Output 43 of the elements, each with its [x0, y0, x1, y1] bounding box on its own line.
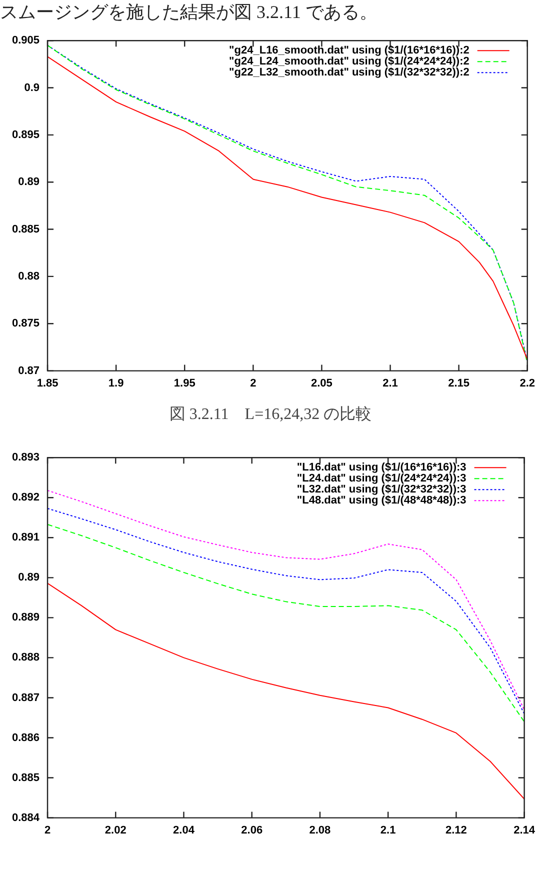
y-tick-label: 0.9 — [24, 82, 40, 94]
x-tick-label: 2.05 — [311, 377, 332, 390]
text: スムージングを施した結果が図 3.2.11 である。 — [0, 1, 378, 24]
y-tick-label: 0.895 — [12, 128, 40, 141]
y-tick-label: 0.893 — [12, 452, 40, 464]
legend-label: "g22_L32_smooth.dat" using ($1/(32*32*32)):2 — [229, 66, 470, 79]
y-tick-label: 0.875 — [12, 318, 40, 330]
legend-label: "L48.dat" using ($1/(48*48*48)):3 — [296, 494, 466, 507]
x-tick-label: 2.14 — [514, 824, 536, 836]
y-tick-label: 0.886 — [12, 732, 40, 744]
x-tick-label: 1.85 — [36, 377, 58, 390]
y-tick-label: 0.888 — [12, 652, 40, 664]
x-tick-label: 2.1 — [380, 824, 396, 836]
x-tick-label: 2.1 — [382, 377, 398, 390]
y-tick-label: 0.889 — [12, 612, 40, 624]
x-tick-label: 2.2 — [520, 377, 536, 390]
y-tick-label: 0.892 — [12, 492, 40, 504]
legend-label: "L24.dat" using ($1/(24*24*24)):3 — [296, 472, 466, 485]
x-tick-label: 2.06 — [241, 824, 263, 836]
y-tick-label: 0.885 — [12, 223, 40, 236]
y-tick-label: 0.89 — [18, 572, 40, 584]
x-tick-label: 2.15 — [448, 377, 470, 390]
caption: 図 3.2.11 L=16,24,32 の比較 — [168, 404, 373, 425]
x-tick-label: 2 — [250, 377, 256, 390]
x-tick-label: 2.02 — [104, 824, 126, 836]
y-tick-label: 0.905 — [12, 34, 40, 47]
y-tick-label: 0.887 — [12, 692, 40, 704]
x-tick-label: 2.04 — [173, 824, 196, 836]
x-tick-label: 2.12 — [445, 824, 467, 836]
y-tick-label: 0.884 — [12, 812, 40, 824]
y-tick-label: 0.885 — [12, 772, 40, 784]
y-tick-label: 0.891 — [12, 532, 40, 544]
x-tick-label: 2 — [44, 824, 51, 836]
x-tick-label: 1.9 — [108, 377, 124, 390]
x-tick-label: 1.95 — [174, 377, 196, 390]
y-tick-label: 0.89 — [18, 176, 40, 188]
x-tick-label: 2.08 — [309, 824, 331, 836]
legend-label: "g24_L24_smooth.dat" using ($1/(24*24*24)):2 — [229, 56, 470, 68]
y-tick-label: 0.88 — [18, 270, 40, 282]
y-tick-label: 0.87 — [18, 364, 40, 377]
legend-label: "L16.dat" using ($1/(16*16*16)):3 — [296, 462, 466, 474]
legend-label: "L32.dat" using ($1/(32*32*32)):3 — [296, 484, 466, 496]
legend-label: "g24_L16_smooth.dat" using ($1/(16*16*16)):2 — [229, 44, 470, 57]
